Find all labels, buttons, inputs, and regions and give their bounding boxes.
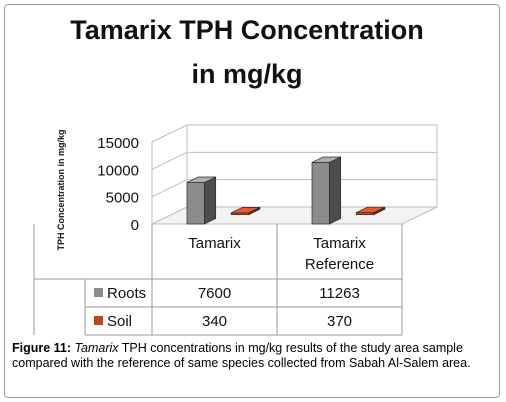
y-tick-label: 10000 [97, 162, 139, 179]
bar-top-soil-0 [231, 207, 261, 214]
chart-title-line2: in mg/kg [191, 59, 303, 89]
gridline [151, 124, 437, 143]
legend-key-soil [94, 316, 103, 325]
category-label: Tamarix [188, 235, 241, 252]
data-label: 7600 [198, 285, 231, 302]
legend-label-roots: Roots [107, 285, 146, 302]
figure-caption: Figure 11: Tamarix TPH concentrations in… [12, 341, 488, 371]
bar-top-roots-0 [186, 176, 216, 183]
y-axis-title: TPH Concentration in mg/kg [56, 129, 66, 250]
category-label: Tamarix [313, 235, 366, 252]
bar-roots-1 [311, 162, 330, 225]
category-label: Reference [305, 256, 374, 273]
chart-title-line1: Tamarix TPH Concentration [70, 15, 424, 45]
gridline [151, 179, 437, 198]
y-tick-label: 5000 [106, 190, 139, 207]
data-label: 11263 [319, 285, 360, 302]
legend-label-soil: Soil [107, 313, 132, 330]
data-label: 370 [327, 313, 352, 330]
bar-roots-0 [186, 182, 205, 225]
chart-svg: 0 5000 10000 15000 TPH Concentration in mg/k… [33, 124, 438, 336]
legend-key-roots [94, 288, 103, 297]
caption-label: Figure 11: [12, 341, 72, 355]
caption-text: TPH concentrations in mg/kg results of t… [12, 341, 471, 370]
bar-side-roots-0 [204, 176, 217, 225]
gridline [151, 151, 437, 170]
bar-top-roots-1 [311, 156, 341, 163]
y-tick-label: 15000 [97, 135, 139, 152]
caption-species: Tamarix [74, 341, 119, 355]
bar-side-roots-1 [329, 156, 342, 225]
bar-top-soil-1 [356, 206, 386, 213]
y-tick-label: 0 [131, 217, 139, 234]
data-label: 340 [202, 313, 227, 330]
